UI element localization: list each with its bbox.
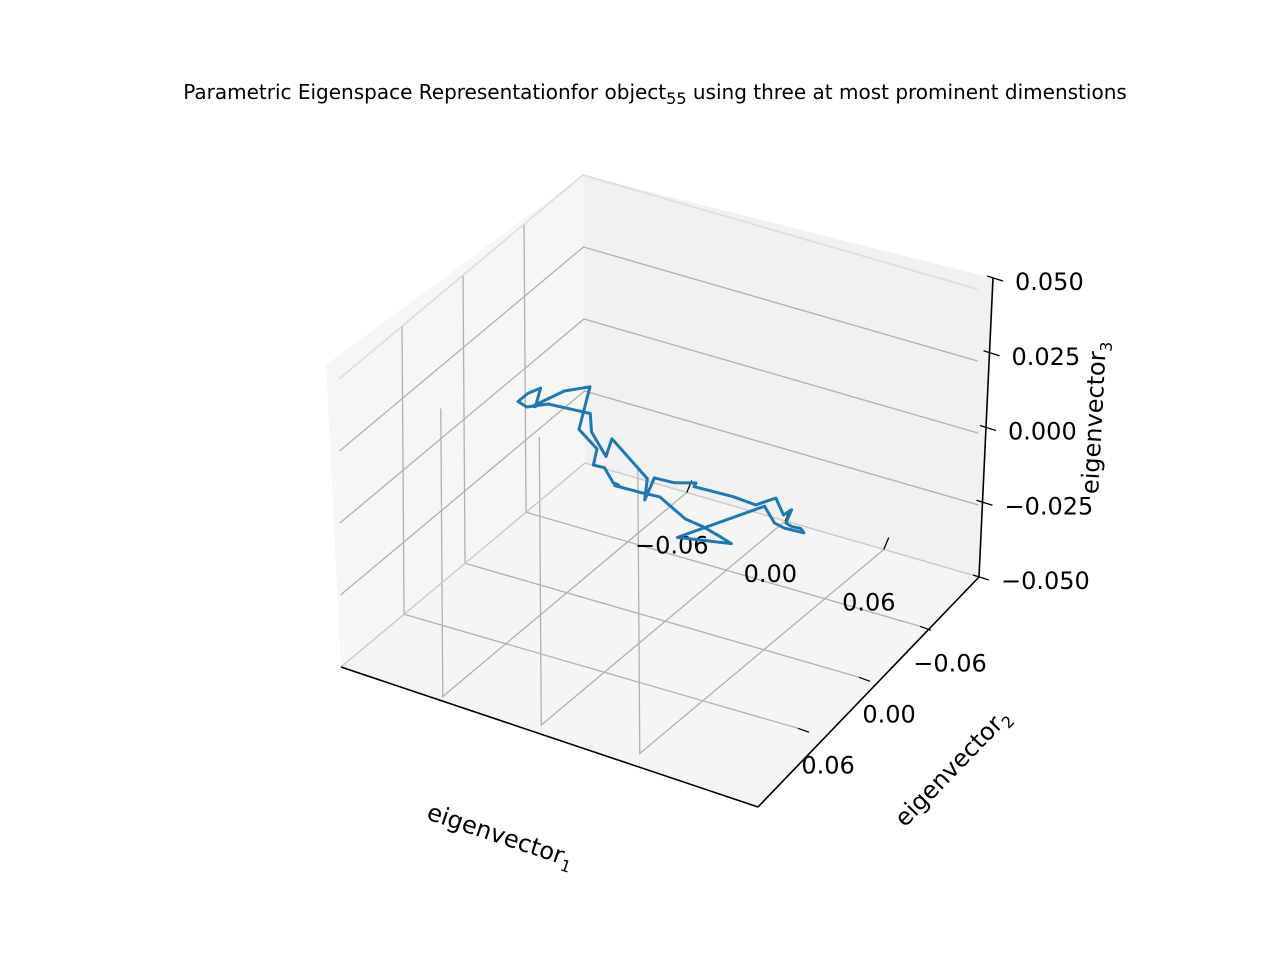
series [516,385,806,546]
x-grid-line [440,408,688,698]
pane-edge [340,462,980,668]
pane-top-edge [338,174,978,380]
y-tick-label: −0.06 [913,649,987,677]
x-tick-mark [883,537,890,550]
x-tick-label: 0.06 [842,588,895,616]
y-tick-mark [858,676,871,682]
left-pane [326,175,585,667]
chart-title: Parametric Eigenspace Representationfor … [183,80,1127,108]
z-tick-mark [983,350,1000,357]
z-tick-mark [972,574,990,581]
x-tick-label: −0.06 [635,531,709,559]
ticks: −0.06 0.00 0.06 −0.06 0.00 0.06 −0.050 −0.025 0.… [635,268,1093,779]
y-tick-label: 0.00 [862,700,915,728]
y-tick-label: 0.06 [801,751,854,779]
z-grid-line [339,246,978,452]
y-tick-mark [797,727,810,733]
z-tick-label: −0.050 [1001,567,1090,595]
z-tick-label: 0.025 [1012,343,1081,371]
z-grid-line [339,318,979,524]
z-tick-label: −0.025 [1005,492,1094,520]
z-tick-mark [976,499,993,506]
grid-lines [338,174,980,755]
back-pane [583,175,993,577]
x-grid-line [637,465,885,755]
z-tick-mark [986,275,1004,282]
series-line [516,385,806,546]
y-axis-line [757,576,980,808]
z-tick-label: 0.000 [1008,418,1077,446]
z-tick-label: 0.050 [1015,268,1084,296]
y-tick-mark [919,625,932,631]
x-grid-line [538,436,786,727]
floor-pane [341,463,979,807]
x-tick-label: 0.00 [744,560,797,588]
x-axis-line [340,666,759,808]
z-grid-line [340,390,979,596]
z-tick-mark [979,424,997,432]
